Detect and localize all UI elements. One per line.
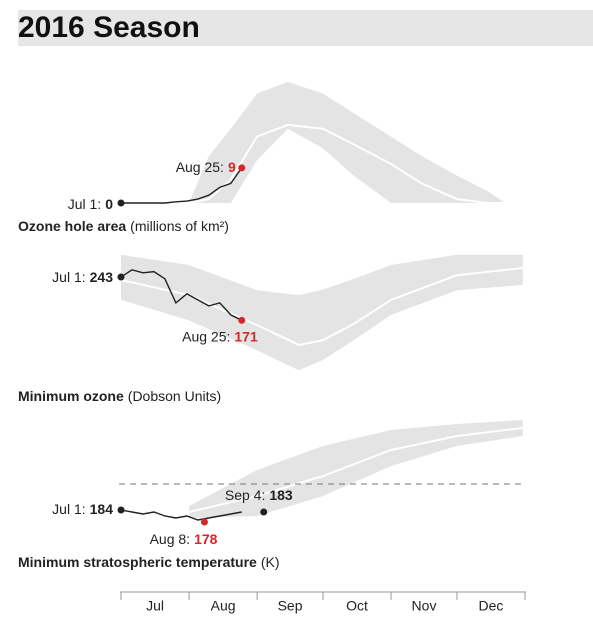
annotation-dot — [238, 164, 246, 172]
x-tick-label: Oct — [346, 598, 368, 614]
annotation-value: 9 — [228, 159, 236, 175]
climatology-band — [189, 81, 506, 203]
annotation-label: Aug 25: — [176, 159, 224, 175]
annotation-value: 0 — [105, 196, 113, 212]
annotation-dot — [238, 316, 246, 324]
annotation-dot — [200, 518, 208, 526]
annotation-label: Jul 1: — [68, 196, 101, 212]
x-tick-label: Nov — [412, 598, 437, 614]
annotation-value: 183 — [269, 487, 293, 503]
annotation-value: 178 — [194, 531, 218, 547]
annotation-label: Aug 25: — [182, 328, 230, 344]
annotation-label: Aug 8: — [150, 531, 190, 547]
climatology-band — [189, 420, 523, 518]
annotation: Aug 8: 178 — [150, 531, 218, 547]
panel-title-units: (millions of km²) — [130, 218, 229, 234]
annotation: Jul 1: 0 — [68, 196, 113, 212]
panel-title-units: (Dobson Units) — [128, 388, 221, 404]
annotation-value: 243 — [90, 269, 114, 285]
panel-title: Ozone hole area (millions of km²) — [18, 218, 229, 234]
annotation-value: 171 — [234, 328, 258, 344]
season-line — [120, 509, 242, 521]
annotation-label: Jul 1: — [52, 269, 85, 285]
x-tick-label: Aug — [211, 598, 236, 614]
annotation-dot — [117, 199, 125, 207]
x-tick-label: Dec — [479, 598, 504, 614]
panel-title-main: Ozone hole area — [18, 218, 126, 234]
panel-title-main: Minimum stratospheric temperature — [18, 554, 257, 570]
climatology-mean — [188, 123, 506, 204]
annotation: Aug 25: 9 — [176, 159, 236, 175]
annotation: Jul 1: 243 — [52, 269, 113, 285]
x-tick-label: Jul — [146, 598, 164, 614]
panel-title: Minimum ozone (Dobson Units) — [18, 388, 221, 404]
title-bar — [18, 10, 593, 46]
panel-title-units: (K) — [261, 554, 280, 570]
annotation: Aug 25: 171 — [182, 328, 258, 344]
page-title: 2016 Season — [18, 11, 200, 44]
annotation: Jul 1: 184 — [52, 501, 113, 517]
season-line — [121, 167, 243, 204]
annotation-label: Sep 4: — [225, 487, 265, 503]
annotation-label: Jul 1: — [52, 501, 85, 517]
annotation-dot — [260, 508, 268, 516]
climatology-band — [121, 254, 523, 371]
panel-title: Minimum stratospheric temperature (K) — [18, 554, 280, 570]
climatology-mean — [188, 427, 523, 513]
annotation-dot — [117, 273, 125, 281]
annotation-dot — [117, 506, 125, 514]
season-line — [120, 269, 243, 321]
x-tick-label: Sep — [278, 598, 303, 614]
panel-title-main: Minimum ozone — [18, 388, 124, 404]
annotation-value: 184 — [90, 501, 114, 517]
annotation: Sep 4: 183 — [225, 487, 293, 503]
